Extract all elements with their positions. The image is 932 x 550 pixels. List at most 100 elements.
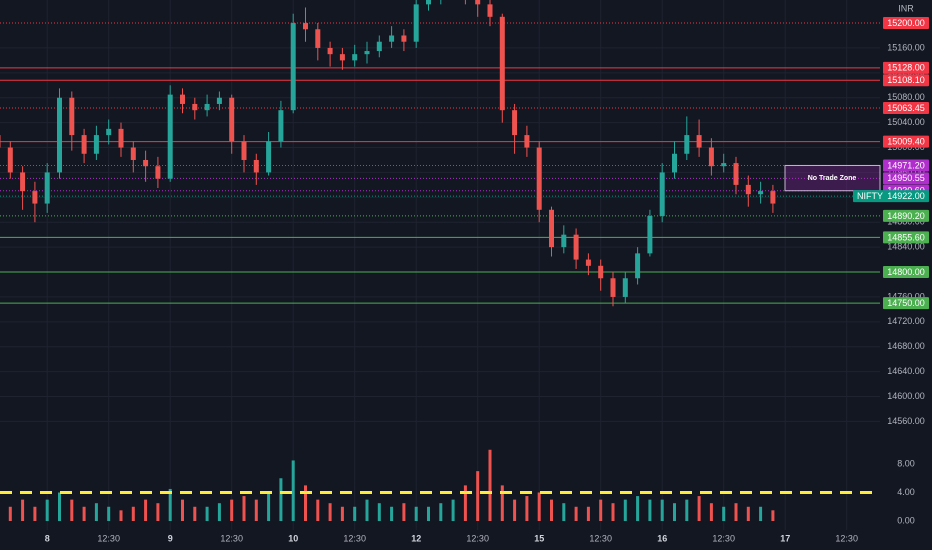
candle-body (266, 141, 272, 173)
candle-body (389, 35, 395, 42)
volume-bar (279, 478, 283, 522)
volume-bar (107, 506, 111, 522)
level-tag-label: 14971.20 (887, 160, 925, 170)
x-tick-label: 12:30 (712, 533, 735, 543)
volume-bar (205, 506, 209, 522)
candle-body (733, 163, 739, 185)
volume-pane (0, 449, 880, 522)
volume-bar (365, 499, 369, 522)
candle-body (708, 147, 714, 167)
volume-bar (291, 460, 295, 522)
zone-label: No Trade Zone (808, 175, 857, 182)
volume-bar (709, 503, 713, 522)
volume-bar (353, 506, 357, 522)
candle-body (573, 234, 579, 260)
candle-body (216, 97, 222, 104)
candle-body (364, 51, 370, 55)
candle-body (536, 147, 542, 210)
y-tick-label: 14840.00 (887, 242, 925, 252)
level-tag-label: 14855.60 (887, 232, 925, 242)
volume-bar (500, 485, 504, 522)
volume-bar (771, 510, 775, 522)
candle-body (585, 259, 591, 266)
volume-bar (156, 503, 160, 522)
volume-bar (168, 488, 172, 522)
level-tag (883, 159, 929, 172)
candle-body (130, 147, 136, 160)
volume-bar (550, 499, 553, 522)
candle-body (241, 141, 247, 160)
volume-bar (242, 496, 246, 522)
candle-body (622, 278, 628, 297)
volume-bar (611, 503, 615, 522)
candle-body (106, 128, 112, 136)
volume-bar (82, 506, 86, 522)
level-tag-label: 14750.00 (887, 298, 925, 308)
volume-bar (722, 506, 726, 522)
x-tick-label: 17 (780, 533, 790, 543)
volume-bar (181, 499, 184, 522)
volume-tick-label: 4.00 (897, 487, 915, 497)
volume-bar (414, 506, 418, 522)
candle-body (339, 54, 345, 61)
volume-bar (193, 506, 197, 522)
volume-bar (525, 496, 529, 522)
y-tick-label: 14640.00 (887, 366, 925, 376)
candle-body (635, 253, 641, 279)
candle-body (745, 184, 751, 195)
level-tag (883, 74, 929, 87)
volume-bar (537, 492, 541, 522)
candle-body (32, 191, 38, 204)
candle-body (413, 4, 419, 42)
candle-body (758, 191, 764, 195)
candle-body (684, 135, 690, 154)
volume-bar (746, 506, 750, 522)
y-tick-label: 14760.00 (887, 291, 925, 301)
candle-body (204, 103, 210, 111)
x-tick-label: 9 (168, 533, 173, 543)
volume-bar (217, 503, 221, 522)
candle-body (0, 135, 1, 148)
volume-bar (390, 506, 394, 522)
candle-body (524, 135, 530, 148)
candle-body (44, 172, 50, 204)
candle-body (315, 29, 321, 48)
volume-bar (402, 503, 406, 522)
level-tag (883, 231, 929, 244)
candle-body (475, 0, 481, 5)
volume-bar (636, 496, 640, 522)
volume-tick-label: 0.00 (897, 515, 915, 525)
candle-body (20, 172, 26, 192)
x-tick-label: 10 (288, 533, 298, 543)
x-tick-label: 15 (534, 533, 544, 543)
volume-bar (562, 503, 566, 522)
volume-bar (685, 499, 689, 522)
volume-bar (451, 499, 455, 522)
volume-bar (230, 499, 234, 522)
volume-tick-label: 8.00 (897, 458, 915, 468)
candle-body (376, 41, 382, 52)
y-tick-label: 15080.00 (887, 92, 925, 102)
candle-body (229, 97, 235, 142)
level-tag (883, 266, 929, 279)
candle-body (512, 110, 518, 136)
volume-bar (648, 499, 652, 522)
volume-bar (759, 506, 763, 522)
y-tick-label: 14680.00 (887, 341, 925, 351)
candle-body (770, 191, 776, 204)
volume-bar (328, 503, 332, 522)
y-tick-label: 15160.00 (887, 42, 925, 52)
volume-bar (254, 499, 258, 522)
volume-bar (119, 510, 123, 522)
candle-body (7, 147, 13, 173)
level-tag-label: 14800.00 (887, 267, 925, 277)
volume-bar (316, 499, 320, 522)
volume-bar (734, 503, 738, 522)
y-tick-label: 14560.00 (887, 416, 925, 426)
level-tag-label: 15063.45 (887, 103, 925, 113)
candle-body (426, 0, 431, 5)
currency: INR (898, 3, 914, 13)
x-tick-label: 12:30 (589, 533, 612, 543)
volume-bar (340, 506, 344, 522)
